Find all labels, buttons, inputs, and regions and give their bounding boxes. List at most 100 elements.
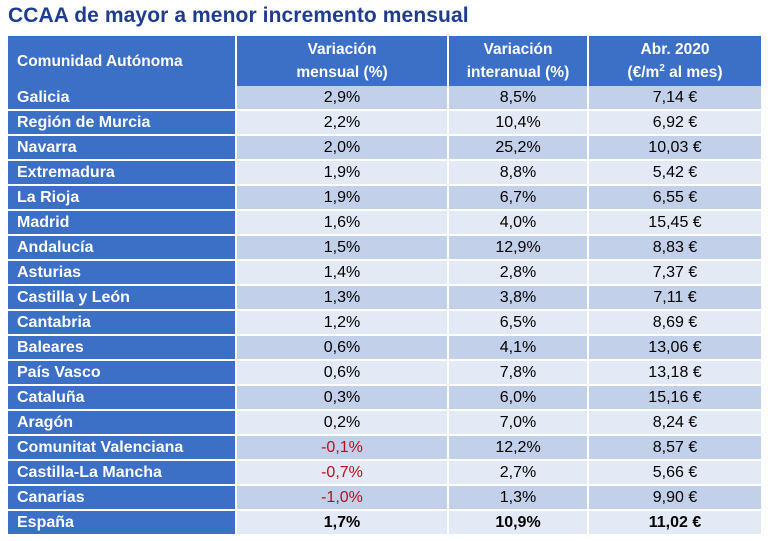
monthly-variation: 2,2% (236, 110, 449, 136)
yearly-variation: 4,1% (448, 335, 589, 361)
header-price-sup: 2 (659, 62, 665, 74)
price-per-m2: 5,42 € (588, 160, 763, 186)
table-row: Cataluña 0,3% 6,0% 15,16 € (8, 385, 763, 411)
table-row: Asturias 1,4% 2,8% 7,37 € (8, 260, 763, 286)
table-row: Castilla-La Mancha -0,7% 2,7% 5,66 € (8, 460, 763, 486)
yearly-variation: 8,8% (448, 160, 589, 186)
header-monthly: Variación mensual (%) (236, 36, 449, 86)
total-row: España 1,7% 10,9% 11,02 € (8, 510, 763, 536)
price-per-m2: 8,69 € (588, 310, 763, 336)
monthly-variation: 1,6% (236, 210, 449, 236)
yearly-variation: 6,7% (448, 185, 589, 211)
yearly-variation: 12,9% (448, 235, 589, 261)
yearly-variation: 4,0% (448, 210, 589, 236)
table-row: Galicia 2,9% 8,5% 7,14 € (8, 86, 763, 111)
price-per-m2: 8,83 € (588, 235, 763, 261)
header-monthly-line1: Variación (307, 41, 377, 58)
region-name: Asturias (8, 260, 237, 286)
yearly-variation: 12,2% (448, 435, 589, 461)
monthly-variation: 1,9% (236, 185, 449, 211)
region-name: Aragón (8, 410, 237, 436)
price-per-m2: 6,55 € (588, 185, 763, 211)
monthly-variation: 1,9% (236, 160, 449, 186)
total-monthly-variation: 1,7% (236, 510, 449, 536)
table-row: Región de Murcia 2,2% 10,4% 6,92 € (8, 110, 763, 136)
header-price-line2-end: al mes) (664, 64, 723, 81)
region-name: Comunitat Valenciana (8, 435, 237, 461)
table-row: Comunitat Valenciana -0,1% 12,2% 8,57 € (8, 435, 763, 461)
yearly-variation: 8,5% (448, 86, 589, 111)
page-title: CCAA de mayor a menor incremento mensual (8, 4, 469, 27)
yearly-variation: 7,8% (448, 360, 589, 386)
yearly-variation: 10,4% (448, 110, 589, 136)
table-row: La Rioja 1,9% 6,7% 6,55 € (8, 185, 763, 211)
header-price: Abr. 2020 (€/m2 al mes) (588, 36, 763, 86)
table-row: Aragón 0,2% 7,0% 8,24 € (8, 410, 763, 436)
price-per-m2: 7,37 € (588, 260, 763, 286)
monthly-variation: 0,6% (236, 360, 449, 386)
table-row: Navarra 2,0% 25,2% 10,03 € (8, 135, 763, 161)
region-name: Galicia (8, 86, 237, 111)
price-per-m2: 10,03 € (588, 135, 763, 161)
monthly-variation: 1,4% (236, 260, 449, 286)
header-region: Comunidad Autónoma (8, 36, 237, 86)
header-price-line1: Abr. 2020 (640, 41, 710, 58)
total-region-name: España (8, 510, 237, 536)
monthly-variation: -0,7% (236, 460, 449, 486)
region-name: País Vasco (8, 360, 237, 386)
region-name: Cataluña (8, 385, 237, 411)
header-monthly-line2: mensual (%) (296, 64, 388, 81)
region-name: Navarra (8, 135, 237, 161)
yearly-variation: 3,8% (448, 285, 589, 311)
table-row: Baleares 0,6% 4,1% 13,06 € (8, 335, 763, 361)
table-row: Castilla y León 1,3% 3,8% 7,11 € (8, 285, 763, 311)
header-price-line2: (€/m (627, 64, 660, 81)
yearly-variation: 6,0% (448, 385, 589, 411)
monthly-variation: 1,3% (236, 285, 449, 311)
table-row: Extremadura 1,9% 8,8% 5,42 € (8, 160, 763, 186)
table-header-row: Comunidad Autónoma Variación mensual (%)… (8, 36, 763, 86)
region-name: Baleares (8, 335, 237, 361)
monthly-variation: 0,2% (236, 410, 449, 436)
table-row: Madrid 1,6% 4,0% 15,45 € (8, 210, 763, 236)
header-yearly-line1: Variación (483, 41, 553, 58)
price-per-m2: 9,90 € (588, 485, 763, 511)
region-name: Cantabria (8, 310, 237, 336)
price-per-m2: 15,45 € (588, 210, 763, 236)
region-name: Madrid (8, 210, 237, 236)
monthly-variation: -1,0% (236, 485, 449, 511)
price-per-m2: 15,16 € (588, 385, 763, 411)
price-per-m2: 7,11 € (588, 285, 763, 311)
yearly-variation: 7,0% (448, 410, 589, 436)
monthly-variation: 1,2% (236, 310, 449, 336)
yearly-variation: 6,5% (448, 310, 589, 336)
total-price-per-m2: 11,02 € (588, 510, 763, 536)
yearly-variation: 2,7% (448, 460, 589, 486)
table-row: Cantabria 1,2% 6,5% 8,69 € (8, 310, 763, 336)
table-row: Canarias -1,0% 1,3% 9,90 € (8, 485, 763, 511)
price-per-m2: 7,14 € (588, 86, 763, 111)
price-per-m2: 8,57 € (588, 435, 763, 461)
monthly-variation: 0,6% (236, 335, 449, 361)
region-name: La Rioja (8, 185, 237, 211)
region-name: Extremadura (8, 160, 237, 186)
region-name: Castilla-La Mancha (8, 460, 237, 486)
yearly-variation: 25,2% (448, 135, 589, 161)
region-name: Región de Murcia (8, 110, 237, 136)
header-yearly: Variación interanual (%) (448, 36, 589, 86)
region-name: Canarias (8, 485, 237, 511)
header-yearly-line2: interanual (%) (466, 64, 570, 81)
price-per-m2: 5,66 € (588, 460, 763, 486)
yearly-variation: 1,3% (448, 485, 589, 511)
monthly-variation: 1,5% (236, 235, 449, 261)
monthly-variation: -0,1% (236, 435, 449, 461)
ccaa-table: Comunidad Autónoma Variación mensual (%)… (8, 36, 763, 536)
yearly-variation: 2,8% (448, 260, 589, 286)
monthly-variation: 2,9% (236, 86, 449, 111)
table-body: Galicia 2,9% 8,5% 7,14 € Región de Murcia 2,2… (8, 86, 763, 536)
table-row: Andalucía 1,5% 12,9% 8,83 € (8, 235, 763, 261)
monthly-variation: 0,3% (236, 385, 449, 411)
region-name: Andalucía (8, 235, 237, 261)
table-row: País Vasco 0,6% 7,8% 13,18 € (8, 360, 763, 386)
price-per-m2: 8,24 € (588, 410, 763, 436)
